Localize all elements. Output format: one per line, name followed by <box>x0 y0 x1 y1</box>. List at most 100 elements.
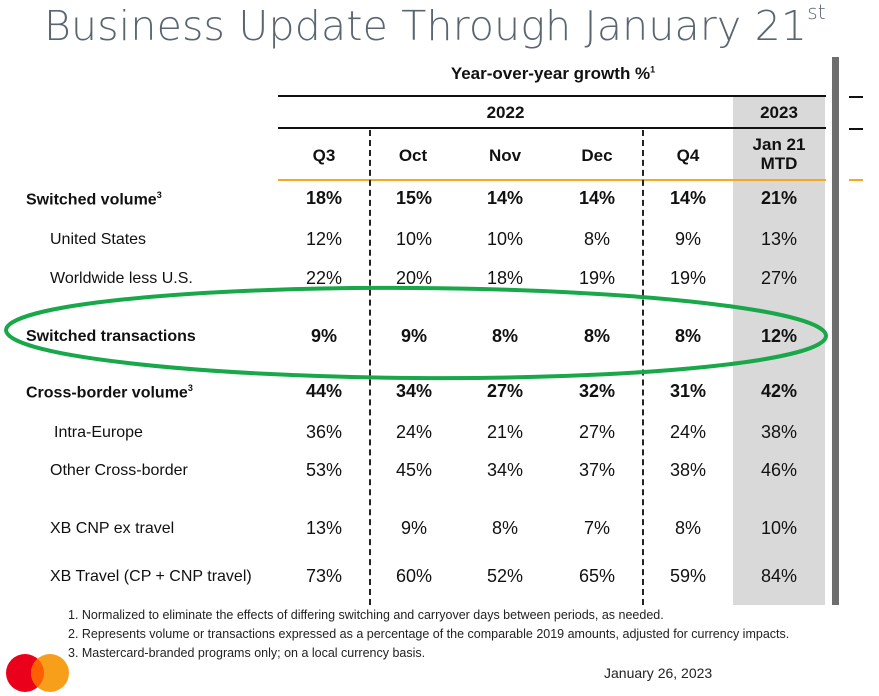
table-cell: 13% <box>305 518 343 538</box>
table-cell: 22% <box>305 268 343 288</box>
row-label-sup: 3 <box>187 383 193 393</box>
table-cell: 24% <box>669 422 707 442</box>
table-cell: 10% <box>395 229 433 249</box>
table-cell: 14% <box>578 188 616 208</box>
table-cell: 10% <box>486 229 524 249</box>
row-label-text: Intra-Europe <box>54 424 143 441</box>
table-cell: 27% <box>486 381 524 401</box>
side-divider-bar <box>832 57 839 605</box>
table-cell: 12% <box>760 326 798 346</box>
column-header-mtd: MTD <box>760 154 798 173</box>
column-header-dec: Dec <box>581 146 613 165</box>
row-label-text: Cross-border volume <box>26 384 188 402</box>
table-cell: 53% <box>305 460 343 480</box>
row-label: Worldwide less U.S. <box>50 270 193 288</box>
table-cell: 59% <box>669 566 707 586</box>
year-group-2023: 2023 <box>760 103 798 122</box>
table-cell: 8% <box>491 518 518 538</box>
table-cell: 8% <box>491 326 518 346</box>
column-header-q3: Q3 <box>312 146 336 165</box>
header-rule-bottom <box>278 179 826 181</box>
side-rule-bottom <box>849 179 863 181</box>
table-cell: 8% <box>583 326 610 346</box>
row-label: XB CNP ex travel <box>50 520 174 538</box>
table-cell: 34% <box>395 381 433 401</box>
table-cell: 44% <box>305 381 343 401</box>
table-cell: 8% <box>674 326 701 346</box>
table-cell: 8% <box>583 229 610 249</box>
row-label-text: XB CNP ex travel <box>50 520 175 537</box>
table-cell: 38% <box>669 460 707 480</box>
column-header-oct: Oct <box>398 146 428 165</box>
table-cell: 38% <box>760 422 798 442</box>
row-label: Cross-border volume3 <box>26 383 193 402</box>
table-cell: 24% <box>395 422 433 442</box>
table-cell: 37% <box>578 460 616 480</box>
table-cell: 36% <box>305 422 343 442</box>
side-rule-middle <box>849 128 863 130</box>
report-date: January 26, 2023 <box>604 665 713 681</box>
table-cell: 13% <box>760 229 798 249</box>
table-cell: 19% <box>669 268 707 288</box>
table-cell: 84% <box>760 566 798 586</box>
table-cell: 46% <box>760 460 798 480</box>
row-label: Switched volume3 <box>26 190 162 209</box>
table-cell: 52% <box>486 566 524 586</box>
table-cell: 65% <box>578 566 616 586</box>
mastercard-logo-icon <box>6 654 69 692</box>
table-cell: 19% <box>578 268 616 288</box>
table-caption-text: Year-over-year growth % <box>450 64 651 83</box>
table-cell: 21% <box>760 188 798 208</box>
row-label-text: Worldwide less U.S. <box>50 270 193 287</box>
column-header-q4: Q4 <box>676 146 700 165</box>
table-cell: 9% <box>400 326 427 346</box>
table-cell: 45% <box>395 460 433 480</box>
table-cell: 14% <box>669 188 707 208</box>
table-cell: 73% <box>305 566 343 586</box>
header-rule-middle <box>278 127 826 129</box>
table-cell: 7% <box>583 518 610 538</box>
table-cell: 42% <box>760 381 798 401</box>
row-label: Switched transactions <box>26 328 196 346</box>
table-cell: 27% <box>760 268 798 288</box>
row-label: XB Travel (CP + CNP travel) <box>50 568 252 586</box>
row-label: Other Cross-border <box>50 462 188 480</box>
table-cell: 9% <box>674 229 701 249</box>
year-group-2022: 2022 <box>486 103 525 122</box>
column-divider-dec-q4 <box>642 130 644 605</box>
footnote-1: 1. Normalized to eliminate the effects o… <box>68 608 664 622</box>
table-cell: 27% <box>578 422 616 442</box>
page-title-text: Business Update Through January 21 <box>44 2 808 50</box>
table-cell: 12% <box>305 229 343 249</box>
footnote-2: 2. Represents volume or transactions exp… <box>68 627 790 641</box>
column-header-nov: Nov <box>488 146 522 165</box>
table-caption-sup: 1 <box>650 64 656 75</box>
column-divider-q3-oct <box>369 130 371 605</box>
row-label: United States <box>50 231 146 249</box>
side-rule-top <box>849 96 863 98</box>
table-cell: 9% <box>310 326 337 346</box>
table-cell: 18% <box>305 188 343 208</box>
row-label: Intra-Europe <box>54 424 143 442</box>
page-title-sup: st <box>807 0 826 24</box>
table-cell: 9% <box>400 518 427 538</box>
column-header-jan21: Jan 21 <box>752 135 806 154</box>
table-cell: 8% <box>674 518 701 538</box>
table-cell: 20% <box>395 268 433 288</box>
row-label-text: Switched volume <box>26 191 157 209</box>
table-cell: 10% <box>760 518 798 538</box>
footnote-3: 3. Mastercard-branded programs only; on … <box>68 646 426 660</box>
header-rule-top <box>278 95 826 97</box>
row-label-text: Other Cross-border <box>50 462 188 479</box>
table-cell: 32% <box>578 381 616 401</box>
table-cell: 60% <box>395 566 433 586</box>
table-cell: 18% <box>486 268 524 288</box>
row-label-sup: 3 <box>156 190 162 200</box>
table-cell: 21% <box>486 422 524 442</box>
row-label-text: United States <box>50 231 147 248</box>
page-title: Business Update Through January 21st <box>44 0 826 50</box>
table-cell: 14% <box>486 188 524 208</box>
table-caption: Year-over-year growth %1 <box>278 64 828 84</box>
row-label-text: XB Travel (CP + CNP travel) <box>50 568 252 585</box>
table-cell: 15% <box>395 188 433 208</box>
